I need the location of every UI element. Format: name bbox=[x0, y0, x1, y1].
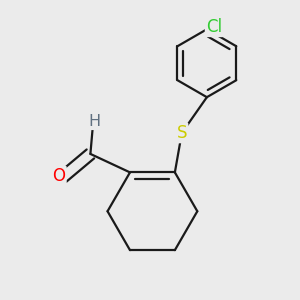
Text: Cl: Cl bbox=[206, 18, 222, 36]
Text: S: S bbox=[177, 124, 187, 142]
Text: H: H bbox=[88, 114, 100, 129]
Text: O: O bbox=[52, 167, 65, 185]
